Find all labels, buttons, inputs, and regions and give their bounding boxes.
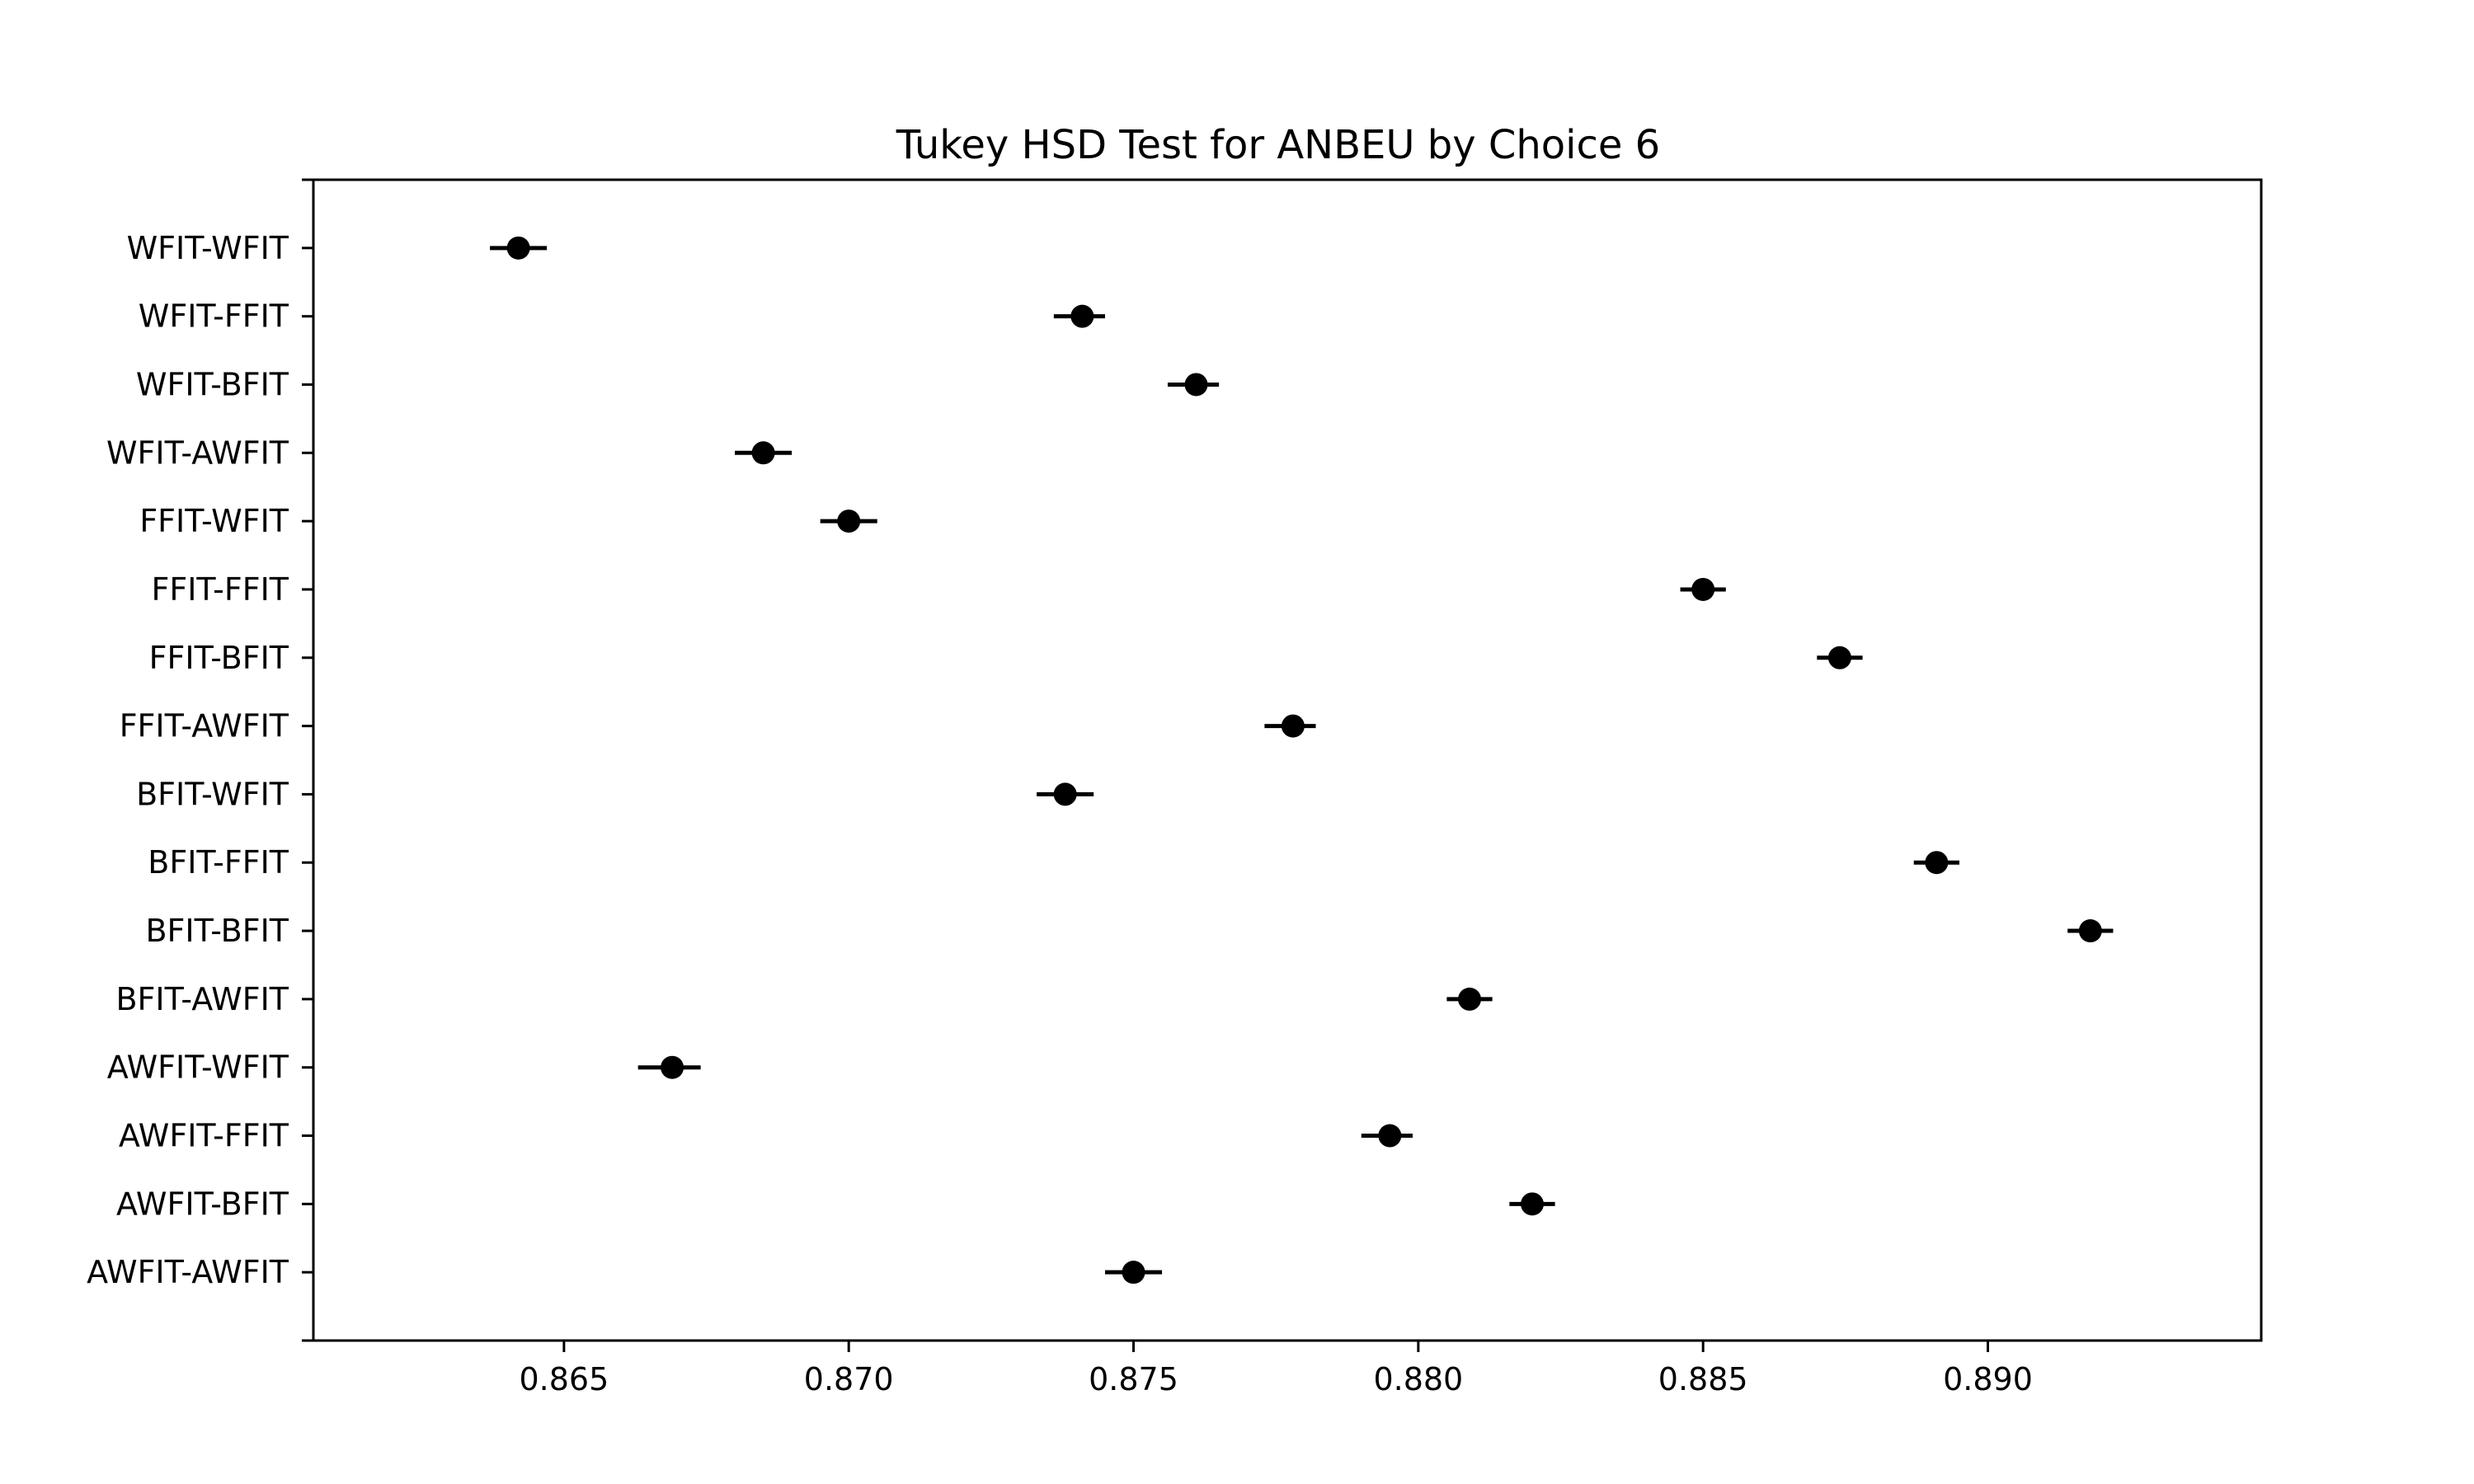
plot-area-frame bbox=[312, 178, 2263, 1342]
x-tick-label: 0.890 bbox=[1943, 1361, 2033, 1397]
mean-point bbox=[1184, 373, 1208, 397]
mean-point bbox=[1053, 782, 1077, 806]
mean-point bbox=[1827, 646, 1851, 669]
y-axis: WFIT-WFIT WFIT-FFIT WFIT-BFIT WFIT-AWFIT FFI… bbox=[87, 178, 313, 1342]
chart-title: Tukey HSD Test for ANBEU by Choice 6 bbox=[896, 122, 1660, 168]
mean-point bbox=[1378, 1124, 1402, 1148]
y-tick-label: FFIT-WFIT bbox=[139, 503, 289, 539]
mean-point bbox=[2078, 919, 2102, 943]
y-tick-label: FFIT-AWFIT bbox=[120, 708, 289, 744]
mean-point bbox=[1691, 577, 1715, 601]
interval-marks bbox=[490, 236, 2114, 1284]
y-tick-label: BFIT-BFIT bbox=[145, 913, 289, 949]
mean-point bbox=[506, 236, 530, 260]
mean-point bbox=[1925, 851, 1949, 875]
y-tick-label: AWFIT-WFIT bbox=[107, 1050, 289, 1086]
mean-point bbox=[1458, 987, 1482, 1011]
mean-point bbox=[1520, 1192, 1544, 1216]
mean-point bbox=[661, 1055, 684, 1079]
y-tick-label: BFIT-FFIT bbox=[148, 844, 289, 881]
y-tick-label: FFIT-BFIT bbox=[149, 640, 289, 676]
y-tick-label: BFIT-WFIT bbox=[136, 776, 289, 812]
x-tick-label: 0.870 bbox=[804, 1361, 894, 1397]
y-tick-label: AWFIT-AWFIT bbox=[87, 1254, 289, 1290]
y-tick-label: AWFIT-BFIT bbox=[116, 1186, 289, 1222]
y-tick-label: WFIT-BFIT bbox=[136, 366, 289, 402]
mean-point bbox=[1281, 714, 1305, 738]
x-tick-label: 0.880 bbox=[1373, 1361, 1463, 1397]
mean-point bbox=[1070, 304, 1094, 328]
y-tick-label: WFIT-WFIT bbox=[127, 230, 289, 266]
x-axis: 0.865 0.870 0.875 0.880 0.885 0.890 bbox=[519, 1341, 2033, 1397]
x-tick-label: 0.875 bbox=[1089, 1361, 1178, 1397]
mean-point bbox=[837, 510, 861, 533]
y-tick-label: AWFIT-FFIT bbox=[119, 1118, 289, 1154]
mean-point bbox=[751, 441, 775, 465]
y-tick-label: FFIT-FFIT bbox=[152, 571, 289, 608]
mean-point bbox=[1122, 1261, 1145, 1284]
y-tick-label: WFIT-FFIT bbox=[139, 298, 289, 335]
y-tick-label: BFIT-AWFIT bbox=[115, 981, 289, 1017]
x-tick-label: 0.865 bbox=[519, 1361, 609, 1397]
x-tick-label: 0.885 bbox=[1658, 1361, 1748, 1397]
y-tick-label: WFIT-AWFIT bbox=[106, 434, 289, 471]
